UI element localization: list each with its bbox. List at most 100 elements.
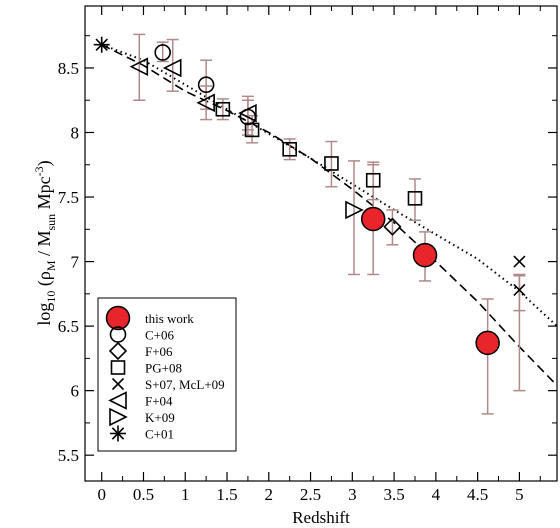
error-bar [386,209,399,246]
data-point-shape [407,191,423,206]
error-bar [513,273,526,392]
data-point [93,36,110,53]
legend-label: F+06 [145,344,173,359]
legend-marker-shape [105,305,131,331]
x-tick-label: 2 [265,485,274,504]
y-label-unit: Mpc [34,176,54,214]
data-point-stroke-b [513,283,526,297]
y-tick-label: 8.5 [58,59,79,78]
data-point-shape [324,156,339,171]
data-point-shape [475,330,500,356]
legend-marker-shape [108,341,128,361]
data-point [162,58,182,78]
y-tick-label: 7 [71,253,80,272]
y-label-msun: / M [34,230,54,260]
y-label-rho: (ρ [34,271,55,290]
data-point-shape [412,242,438,268]
data-point [197,76,215,94]
error-bar [133,33,146,101]
legend-label: S+07, McL+09 [145,377,225,392]
legend-label: F+04 [145,394,173,409]
legend: this work C+06F+06 PG+08S+07, McL+09 F+04K+… [97,297,237,452]
model-curves [101,43,558,387]
y-label-rho-sub: M [44,260,58,271]
x-tick-label: 1 [181,485,190,504]
error-bar [367,161,380,201]
data-point [129,57,149,76]
y-label-close: ) [34,160,55,166]
data-point [475,330,500,356]
y-tick-label: 8 [71,123,80,142]
legend-label: C+01 [145,427,174,442]
y-label-log-sub: 10 [44,291,58,303]
legend-marker [108,341,128,361]
data-point [282,141,297,157]
y-tick-label: 5.5 [58,446,79,465]
error-bar [408,178,421,222]
x-tick-label: 4 [432,485,441,504]
y-tick-label: 6 [71,382,80,401]
error-bar [166,38,179,92]
data-point-stroke-b [513,255,526,268]
legend-marker-shape [109,407,128,427]
legend-marker [110,360,126,375]
legend-marker-shape [108,391,127,410]
error-bar [481,298,494,415]
y-axis-ticks: 5.5 6 6.5 7 7.5 8 8.5 [58,35,557,465]
data-point [360,206,386,232]
y-label-unit-sup: -3 [32,166,46,176]
x-axis-ticks: 0 0.5 1 1.5 2 2.5 3 3.5 4 4.5 5 [97,6,541,504]
x-tick-label: 5 [515,485,524,504]
data-point-shape [282,141,297,157]
x-tick-label: 0 [97,485,106,504]
data-point [324,156,339,171]
legend-label: C+06 [145,328,175,343]
dotted-model-curve [101,43,558,327]
legend-marker [110,425,126,442]
y-tick-label: 7.5 [58,188,79,207]
data-point [383,217,402,236]
data-point-shape [129,57,149,76]
error-bar [347,160,360,276]
x-tick-label: 3 [348,485,357,504]
data-point-ray-3 [95,38,108,51]
data-point-shape [345,200,364,220]
data-point-shape [215,101,231,117]
dashed-model-curve [101,43,558,387]
x-tick-label: 0.5 [133,485,154,504]
x-axis-label: Redshift [292,508,350,527]
y-axis-label: log10 (ρM / Msun Mpc-3) [32,160,58,325]
x-tick-label: 3.5 [383,485,404,504]
legend-marker [111,377,125,391]
data-point-shape [360,206,386,232]
data-point-shape [383,217,402,236]
y-tick-label: 6.5 [58,317,79,336]
data-point-shape [197,76,215,94]
data-point [412,242,438,268]
legend-marker [109,407,128,427]
data-point [196,93,215,113]
legend-marker-stroke-b [111,377,125,391]
legend-marker-ray-3 [111,427,125,440]
data-point [154,44,171,61]
data-point [365,172,381,188]
data-point [513,283,526,297]
data-point [407,191,423,206]
legend-label: PG+08 [145,361,182,376]
y-label-log: log [34,303,54,326]
legend-marker-shape [110,360,126,375]
data-point [513,255,526,268]
plot-frame [84,5,558,482]
data-point-shape [154,44,171,61]
data-point-shape [239,108,257,126]
data-point [239,108,257,126]
data-point [345,200,364,220]
data-point [215,101,231,117]
legend-marker [108,391,127,410]
data-point-shape [365,172,381,188]
x-tick-label: 1.5 [216,485,237,504]
legend-label: K+09 [145,410,175,425]
data-markers [93,36,526,356]
x-tick-label: 4.5 [467,485,488,504]
